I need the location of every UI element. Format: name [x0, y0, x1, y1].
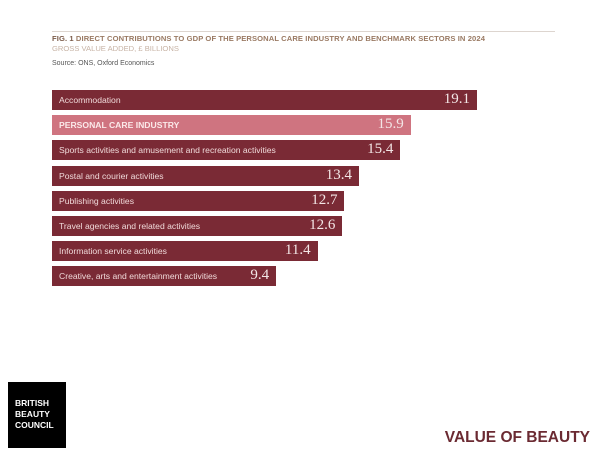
- bar: Publishing activities 12.7: [52, 190, 345, 211]
- bar-value-label: 12.6: [309, 217, 336, 233]
- bar-label: Publishing activities: [59, 195, 134, 206]
- fig-label: FIG. 1: [52, 34, 74, 43]
- chart-source: Source: ONS, Oxford Economics: [52, 60, 155, 67]
- bar-label: PERSONAL CARE INDUSTRY: [59, 120, 180, 131]
- bar: Travel agencies and related activities 12…: [52, 216, 343, 236]
- bar-value-label: 12.7: [311, 191, 338, 208]
- report-brand: VALUE OF BEAUTY: [444, 429, 590, 446]
- bar: Postal and courier activities 13.4: [52, 165, 359, 186]
- bar-value-label: 15.9: [377, 116, 404, 133]
- bar-label: Creative, arts and entertainment activit…: [59, 271, 218, 282]
- logo-line: BRITISH: [15, 398, 49, 408]
- logo-line: COUNCIL: [15, 420, 54, 430]
- bar-value-label: 15.4: [367, 141, 394, 158]
- bar-label: Information service activities: [59, 246, 167, 257]
- bar-label: Sports activities and amusement and recr…: [59, 145, 276, 156]
- chart-title-text: DIRECT CONTRIBUTIONS TO GDP OF THE PERSO…: [75, 34, 486, 43]
- bar-label: Travel agencies and related activities: [59, 221, 201, 231]
- title-rule: [52, 31, 555, 32]
- bar: Information service activities 11.4: [52, 241, 318, 262]
- bar: Sports activities and amusement and recr…: [52, 140, 401, 161]
- bar-value-label: 13.4: [325, 166, 352, 183]
- bar-value-label: 9.4: [250, 267, 270, 284]
- bar: PERSONAL CARE INDUSTRY 15.9: [52, 115, 411, 136]
- chart-title: FIG. 1 DIRECT CONTRIBUTIONS TO GDP OF TH…: [52, 34, 485, 43]
- bar-value-label: 19.1: [443, 91, 470, 107]
- logo-line: BEAUTY: [15, 409, 50, 419]
- chart-subtitle: GROSS VALUE ADDED, £ BILLIONS: [52, 44, 179, 53]
- bar-value-label: 11.4: [284, 242, 311, 259]
- bar-label: Accommodation: [59, 95, 121, 105]
- british-beauty-council-logo: BRITISH BEAUTY COUNCIL: [8, 382, 66, 448]
- bar-label: Postal and courier activities: [59, 170, 164, 181]
- bar: Creative, arts and entertainment activit…: [52, 266, 277, 287]
- bar: Accommodation 19.1: [52, 90, 477, 110]
